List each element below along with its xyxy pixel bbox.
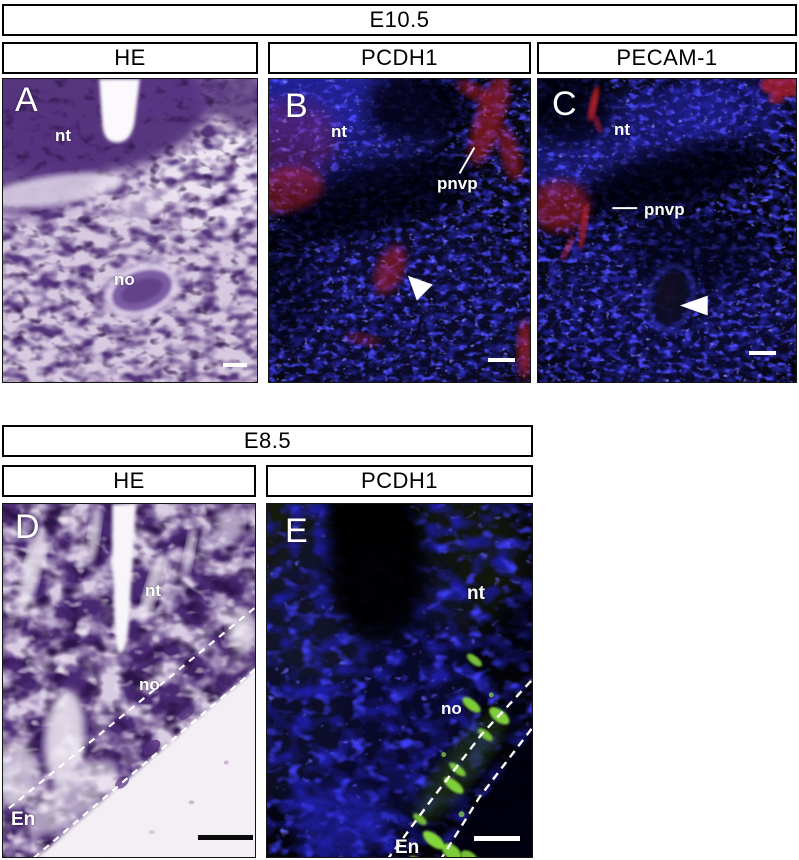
column-header-pcdh1-e85: PCDH1 xyxy=(266,465,533,497)
tissue-label-en: En xyxy=(11,809,36,830)
section-e105-title-box: E10.5 xyxy=(2,4,797,36)
pecam-red-signal xyxy=(269,79,530,380)
panel-letter-c: C xyxy=(552,85,577,123)
tissue-label-nt: nt xyxy=(467,583,485,604)
column-header-pcdh1-e105: PCDH1 xyxy=(268,42,531,74)
column-header-he-e85: HE xyxy=(2,465,256,497)
panel-letter-e: E xyxy=(285,512,308,550)
section-e85-title: E8.5 xyxy=(243,428,292,453)
column-header-label: PCDH1 xyxy=(360,45,439,70)
tissue-label-nt: nt xyxy=(614,120,631,139)
scale-bar xyxy=(223,363,247,367)
tissue-label-no: no xyxy=(441,699,462,718)
column-header-label: HE xyxy=(113,468,145,493)
nuclei-noise-layer xyxy=(3,79,257,382)
fluorescence-texture-e xyxy=(267,504,532,857)
column-header-pecam1-e105: PECAM-1 xyxy=(537,42,797,74)
scale-bar xyxy=(749,351,776,355)
section-e85-title-box: E8.5 xyxy=(2,425,533,457)
he-stain-texture-d xyxy=(3,504,255,857)
tissue-label-nt: nt xyxy=(145,581,162,600)
column-header-label: PECAM-1 xyxy=(616,45,718,70)
notochord-structure xyxy=(103,261,181,320)
scale-bar xyxy=(488,358,515,362)
micrograph-panel-e: E nt no En xyxy=(266,503,533,858)
tissue-label-nt: nt xyxy=(331,122,348,141)
he-stain-texture-a xyxy=(3,79,257,382)
neural-tube-lumen xyxy=(99,79,140,143)
micrograph-panel-b: B nt pnvp xyxy=(268,78,531,383)
panel-letter-a: A xyxy=(15,81,38,119)
fluorescence-texture-c xyxy=(538,79,796,382)
scale-bar xyxy=(474,836,520,841)
micrograph-panel-d: D nt no En xyxy=(2,503,256,858)
column-header-label: PCDH1 xyxy=(360,468,439,493)
panel-letter-d: D xyxy=(15,508,40,546)
panel-letter-b: B xyxy=(285,87,308,125)
column-header-he-e105: HE xyxy=(2,42,258,74)
tissue-label-pnvp: pnvp xyxy=(437,174,478,193)
tissue-label-pnvp: pnvp xyxy=(644,200,685,219)
scale-bar xyxy=(198,835,253,840)
tissue-label-no: no xyxy=(114,270,135,289)
tissue-label-no: no xyxy=(139,675,160,694)
tissue-label-en: En xyxy=(395,837,420,858)
tissue-label-nt: nt xyxy=(55,126,72,145)
micrograph-panel-c: C nt pnvp xyxy=(537,78,797,383)
fluorescence-texture-b xyxy=(269,79,530,382)
micrograph-panel-a: A nt no xyxy=(2,78,258,383)
column-header-label: HE xyxy=(114,45,146,70)
section-e105-title: E10.5 xyxy=(369,7,430,32)
